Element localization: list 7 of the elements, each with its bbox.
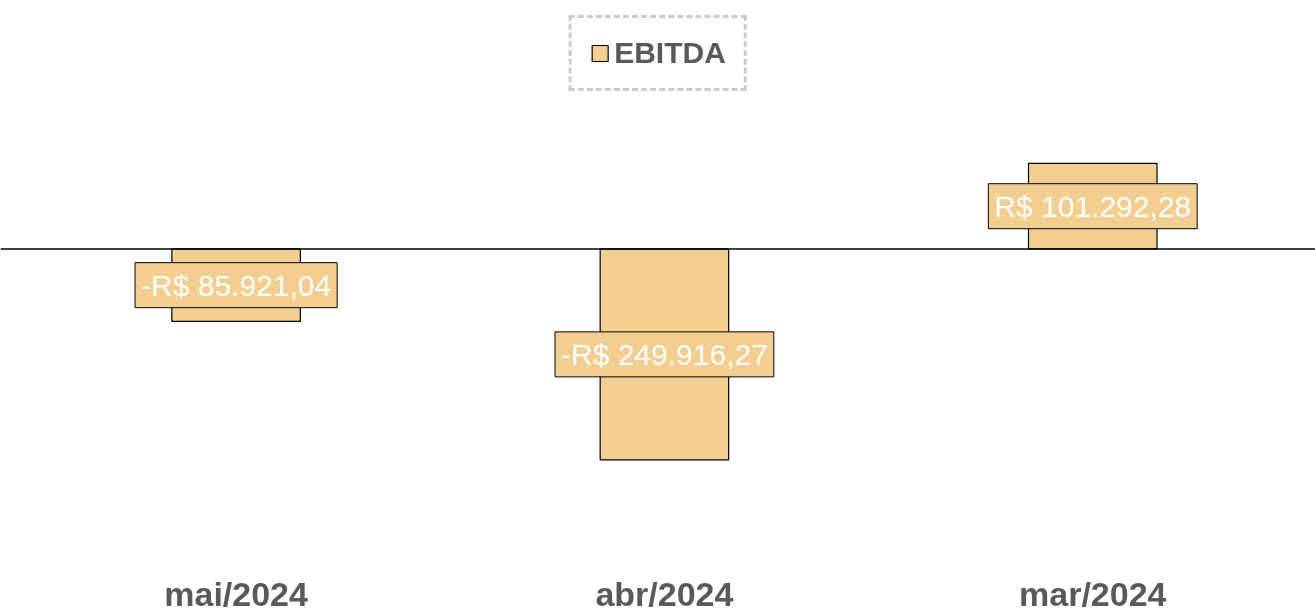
x-tick-label: mai/2024: [164, 574, 309, 613]
legend-label: EBITDA: [614, 36, 726, 70]
data-label: -R$ 85.921,04: [141, 268, 332, 302]
data-label: -R$ 249.916,27: [561, 337, 768, 371]
data-label: R$ 101.292,28: [994, 189, 1192, 223]
x-tick-label: abr/2024: [595, 574, 734, 613]
x-tick-label: mar/2024: [1019, 574, 1167, 613]
